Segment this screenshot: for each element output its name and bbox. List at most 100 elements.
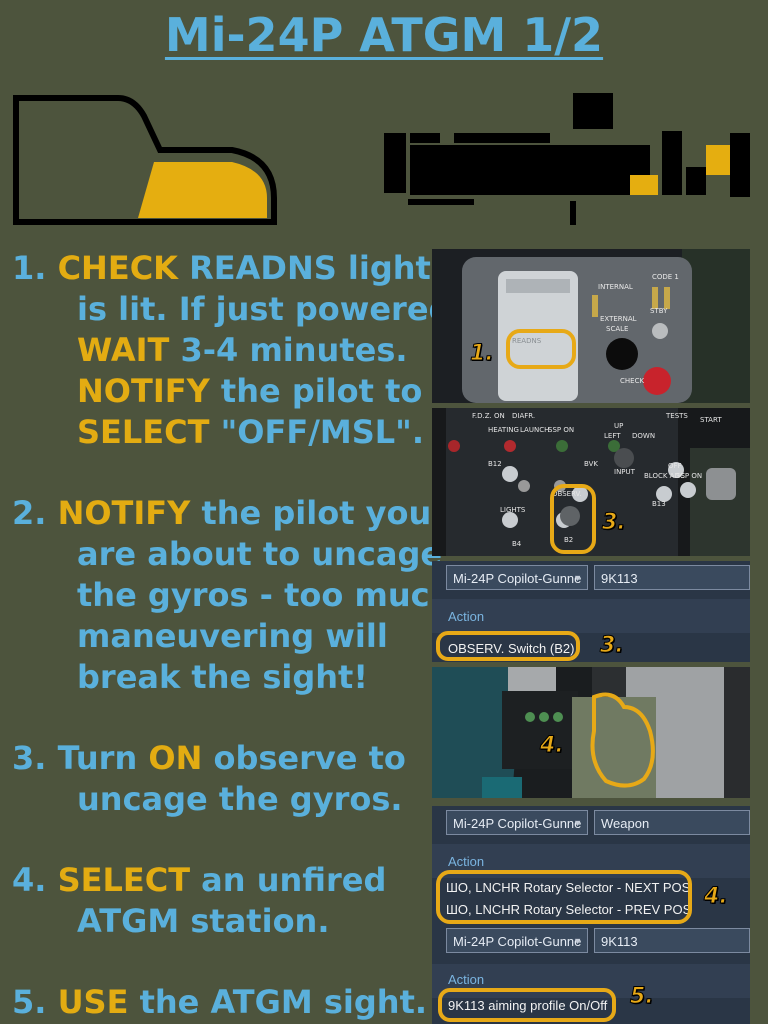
panel-label: READNS xyxy=(512,337,542,345)
step-5: 5. USE the ATGM sight. xyxy=(12,982,432,1023)
action-row[interactable]: OBSERV. Switch (B2) xyxy=(448,641,575,656)
panel-label: SCALE xyxy=(606,325,628,333)
action-header-band xyxy=(432,964,750,998)
controls-binding-panel-observ: Mi-24P Copilot-Gunne ▼ 9K113 Action OBSE… xyxy=(432,561,750,662)
filter-field[interactable]: 9K113 xyxy=(594,565,750,590)
panel-label: B13 xyxy=(652,500,666,508)
step-number: 1. xyxy=(12,249,47,287)
action-row[interactable]: ШО, LNCHR Rotary Selector - PREV POS xyxy=(446,902,692,917)
callout-number: 3. xyxy=(600,633,625,659)
readns-light-highlight xyxy=(506,329,576,369)
action-column-header: Action xyxy=(448,609,485,624)
callout-number: 3. xyxy=(602,510,627,536)
observ-switch-highlight xyxy=(550,484,596,554)
step-text: the ATGM sight. xyxy=(128,983,428,1021)
step-text: are about to uncage xyxy=(77,535,443,573)
step-verb: USE xyxy=(57,983,129,1021)
filter-value: 9K113 xyxy=(601,934,638,949)
step-number: 2. xyxy=(12,494,47,532)
step-text: READNS light xyxy=(177,249,431,287)
panel-label: CHECK xyxy=(620,377,644,385)
step-verb: ON xyxy=(148,739,203,777)
step-text: the pilot you xyxy=(190,494,432,532)
panel-label: B12 xyxy=(488,460,502,468)
panel-label: HEATING xyxy=(488,426,519,434)
page-title: Mi-24P ATGM 1/2 xyxy=(164,8,604,62)
panel-label: OBSERV. xyxy=(552,490,582,498)
switch-panel-illustration: F.D.Z. ON DIAFR. HEATING LAUNCH SSP ON L… xyxy=(432,408,750,556)
action-row[interactable]: 9K113 aiming profile On/Off xyxy=(448,998,608,1013)
category-dropdown[interactable]: Mi-24P Copilot-Gunne ▼ xyxy=(446,810,588,835)
panel-label: STBY xyxy=(650,307,668,315)
step-text: is lit. If just powered xyxy=(77,290,452,328)
panel-label: BVK xyxy=(584,460,598,468)
panel-label: DOWN xyxy=(632,432,655,440)
panel-label: B2 xyxy=(564,536,573,544)
step-verb: NOTIFY xyxy=(77,372,210,410)
step-number: 4. xyxy=(12,861,47,899)
dropdown-caret-icon: ▼ xyxy=(573,818,582,828)
panel-label: INTERNAL xyxy=(598,283,633,291)
step-text: break the sight! xyxy=(77,658,368,696)
panel-label: DIAFR. xyxy=(512,412,535,420)
step-text: 3-4 minutes. xyxy=(169,331,408,369)
category-value: Mi-24P Copilot-Gunne xyxy=(453,571,582,586)
step-text: an unfired xyxy=(190,861,387,899)
panel-label: LEFT xyxy=(604,432,621,440)
step-number: 3. xyxy=(12,739,47,777)
step-verb: SELECT xyxy=(77,413,210,451)
category-value: Mi-24P Copilot-Gunne xyxy=(453,816,582,831)
step-number: 5. xyxy=(12,983,47,1021)
controls-binding-panel-aiming: Mi-24P Copilot-Gunne ▼ 9K113 Action 9K11… xyxy=(432,924,750,1024)
panel-label: INPUT xyxy=(614,468,636,476)
step-text: the pilot to xyxy=(209,372,423,410)
panel-label: OFF xyxy=(668,462,682,470)
step-2: 2. NOTIFY the pilot you are about to unc… xyxy=(12,493,453,698)
panel-label: F.D.Z. ON xyxy=(472,412,505,420)
panel-label: START xyxy=(700,416,722,424)
step-text: observe to xyxy=(202,739,406,777)
action-column-header: Action xyxy=(448,972,485,987)
filter-field[interactable]: 9K113 xyxy=(594,928,750,953)
action-header-band xyxy=(432,599,750,633)
step-verb: CHECK xyxy=(57,249,178,287)
step-1: 1. CHECK READNS light is lit. If just po… xyxy=(12,248,452,453)
step-text: uncage the gyros. xyxy=(77,780,403,818)
panel-label: LIGHTS xyxy=(500,506,526,514)
callout-number: 4. xyxy=(540,733,565,759)
station-bars-icon xyxy=(384,93,750,225)
step-text: the gyros - too much xyxy=(77,576,453,614)
step-4: 4. SELECT an unfired ATGM station. xyxy=(12,860,432,942)
panel-label: SSP ON xyxy=(676,472,702,480)
panel-label: SSP ON xyxy=(548,426,574,434)
category-dropdown[interactable]: Mi-24P Copilot-Gunne ▼ xyxy=(446,928,588,953)
filter-value: 9K113 xyxy=(601,571,638,586)
station-selector-photo: 4. xyxy=(432,667,750,798)
step-verb: WAIT xyxy=(77,331,170,369)
callout-number: 5. xyxy=(630,984,655,1010)
panel-label: LAUNCH xyxy=(520,426,549,434)
controls-binding-panel-lnchr: Mi-24P Copilot-Gunne ▼ Weapon Action ШО,… xyxy=(432,806,750,924)
category-dropdown[interactable]: Mi-24P Copilot-Gunne ▼ xyxy=(446,565,588,590)
dropdown-caret-icon: ▼ xyxy=(573,936,582,946)
action-row-highlight xyxy=(436,631,580,661)
dropdown-caret-icon: ▼ xyxy=(573,573,582,583)
action-row[interactable]: ШО, LNCHR Rotary Selector - NEXT POS xyxy=(446,880,691,895)
action-row-highlight xyxy=(438,988,616,1022)
step-verb: SELECT xyxy=(57,861,191,899)
readiness-panel-illustration: INTERNAL CODE 1 EXTERNAL SCALE CHECK STB… xyxy=(432,249,750,403)
step-3: 3. Turn ON observe to uncage the gyros. xyxy=(12,738,432,820)
step-text: "OFF/MSL". xyxy=(209,413,424,451)
station-selector-illustration xyxy=(432,667,750,798)
filter-value: Weapon xyxy=(601,816,650,831)
step-text: maneuvering will xyxy=(77,617,388,655)
panel-label: BLOCK ADC xyxy=(644,472,685,480)
panel-label: UP xyxy=(614,422,623,430)
callout-number: 1. xyxy=(470,341,495,367)
step-verb: NOTIFY xyxy=(57,494,191,532)
cockpit-position-icon xyxy=(13,95,277,225)
action-rows-highlight xyxy=(436,870,692,924)
filter-field[interactable]: Weapon xyxy=(594,810,750,835)
station-selector-highlight xyxy=(590,692,655,788)
action-column-header: Action xyxy=(448,854,485,869)
